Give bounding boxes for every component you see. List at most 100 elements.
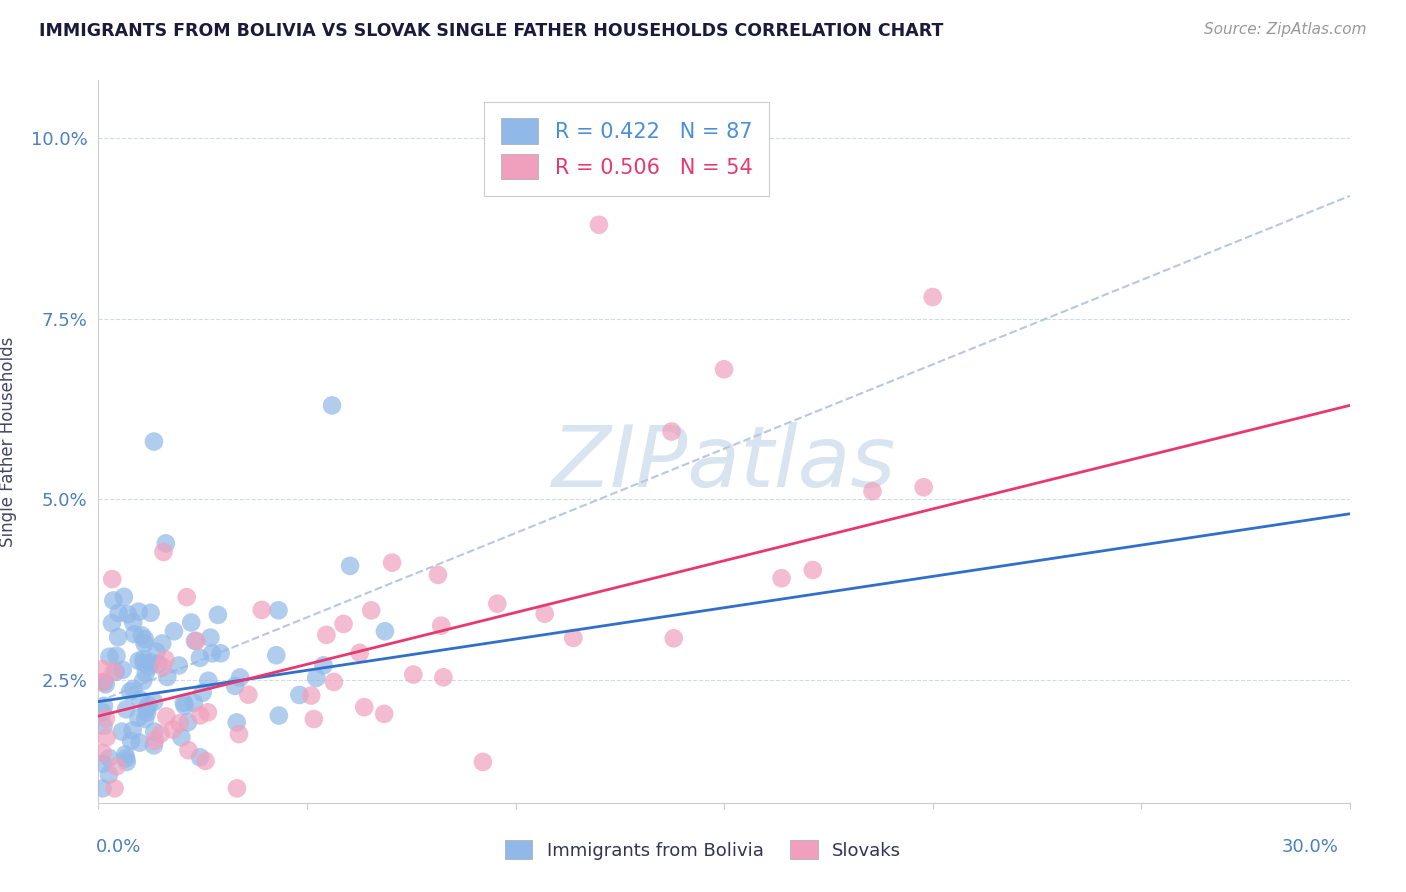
Point [167, 658, 190, 673]
Point [127, 711, 149, 725]
Point [94, 677, 117, 691]
Point [115, 702, 138, 716]
Point [207, 607, 229, 622]
Text: 30.0%: 30.0% [1282, 838, 1339, 855]
Point [129, 692, 152, 706]
Point [322, 674, 344, 689]
Legend: R = 0.422   N = 87, R = 0.506   N = 54: R = 0.422 N = 87, R = 0.506 N = 54 [484, 102, 769, 196]
Point [128, 654, 150, 668]
Point [115, 755, 138, 769]
Point [267, 603, 290, 617]
Point [360, 603, 382, 617]
Point [801, 563, 824, 577]
Point [186, 634, 208, 648]
Point [713, 362, 735, 376]
Point [134, 636, 156, 650]
Point [142, 739, 165, 753]
Point [662, 632, 685, 646]
Point [173, 698, 195, 713]
Point [486, 597, 509, 611]
Text: ZIPatlas: ZIPatlas [553, 422, 896, 505]
Point [98, 649, 121, 664]
Point [229, 671, 252, 685]
Y-axis label: Single Father Households: Single Father Households [0, 336, 17, 547]
Point [315, 628, 337, 642]
Point [169, 716, 191, 731]
Point [402, 667, 425, 681]
Point [93, 674, 115, 689]
Point [101, 615, 124, 630]
Point [200, 631, 222, 645]
Point [176, 590, 198, 604]
Point [111, 663, 134, 677]
Point [143, 733, 166, 747]
Point [426, 567, 449, 582]
Point [128, 605, 150, 619]
Point [155, 536, 177, 550]
Point [103, 665, 125, 679]
Text: 0.0%: 0.0% [96, 838, 141, 855]
Point [152, 660, 174, 674]
Point [103, 781, 125, 796]
Point [197, 706, 219, 720]
Point [228, 727, 250, 741]
Point [209, 646, 232, 660]
Point [163, 624, 186, 639]
Point [533, 607, 555, 621]
Point [101, 572, 124, 586]
Point [173, 696, 195, 710]
Point [143, 724, 166, 739]
Point [349, 646, 371, 660]
Point [132, 652, 155, 666]
Point [135, 665, 157, 680]
Point [134, 632, 156, 647]
Text: IMMIGRANTS FROM BOLIVIA VS SLOVAK SINGLE FATHER HOUSEHOLDS CORRELATION CHART: IMMIGRANTS FROM BOLIVIA VS SLOVAK SINGLE… [39, 22, 943, 40]
Point [170, 731, 193, 745]
Point [197, 673, 219, 688]
Point [122, 681, 145, 696]
Point [132, 673, 155, 688]
Point [162, 723, 184, 737]
Point [122, 615, 145, 630]
Point [191, 686, 214, 700]
Point [91, 675, 114, 690]
Point [105, 759, 128, 773]
Point [661, 425, 683, 439]
Point [124, 627, 146, 641]
Point [94, 711, 117, 725]
Point [145, 645, 167, 659]
Point [250, 603, 273, 617]
Point [156, 670, 179, 684]
Point [91, 781, 114, 796]
Point [332, 616, 354, 631]
Point [93, 698, 115, 713]
Point [150, 636, 173, 650]
Point [152, 545, 174, 559]
Point [188, 750, 211, 764]
Point [155, 652, 177, 666]
Point [146, 657, 169, 671]
Point [770, 571, 793, 585]
Point [188, 651, 211, 665]
Point [432, 670, 454, 684]
Point [194, 754, 217, 768]
Point [135, 702, 157, 716]
Point [862, 484, 884, 499]
Point [288, 688, 311, 702]
Point [180, 615, 202, 630]
Point [117, 607, 139, 622]
Point [912, 480, 935, 494]
Point [353, 700, 375, 714]
Point [111, 724, 134, 739]
Point [177, 715, 200, 730]
Point [104, 665, 127, 679]
Point [588, 218, 610, 232]
Point [381, 556, 404, 570]
Point [188, 708, 211, 723]
Point [138, 659, 160, 673]
Point [224, 679, 246, 693]
Point [91, 662, 114, 676]
Point [183, 696, 205, 710]
Point [138, 698, 160, 713]
Point [299, 689, 322, 703]
